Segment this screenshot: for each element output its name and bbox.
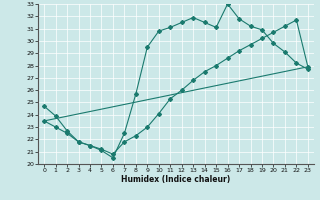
X-axis label: Humidex (Indice chaleur): Humidex (Indice chaleur) xyxy=(121,175,231,184)
